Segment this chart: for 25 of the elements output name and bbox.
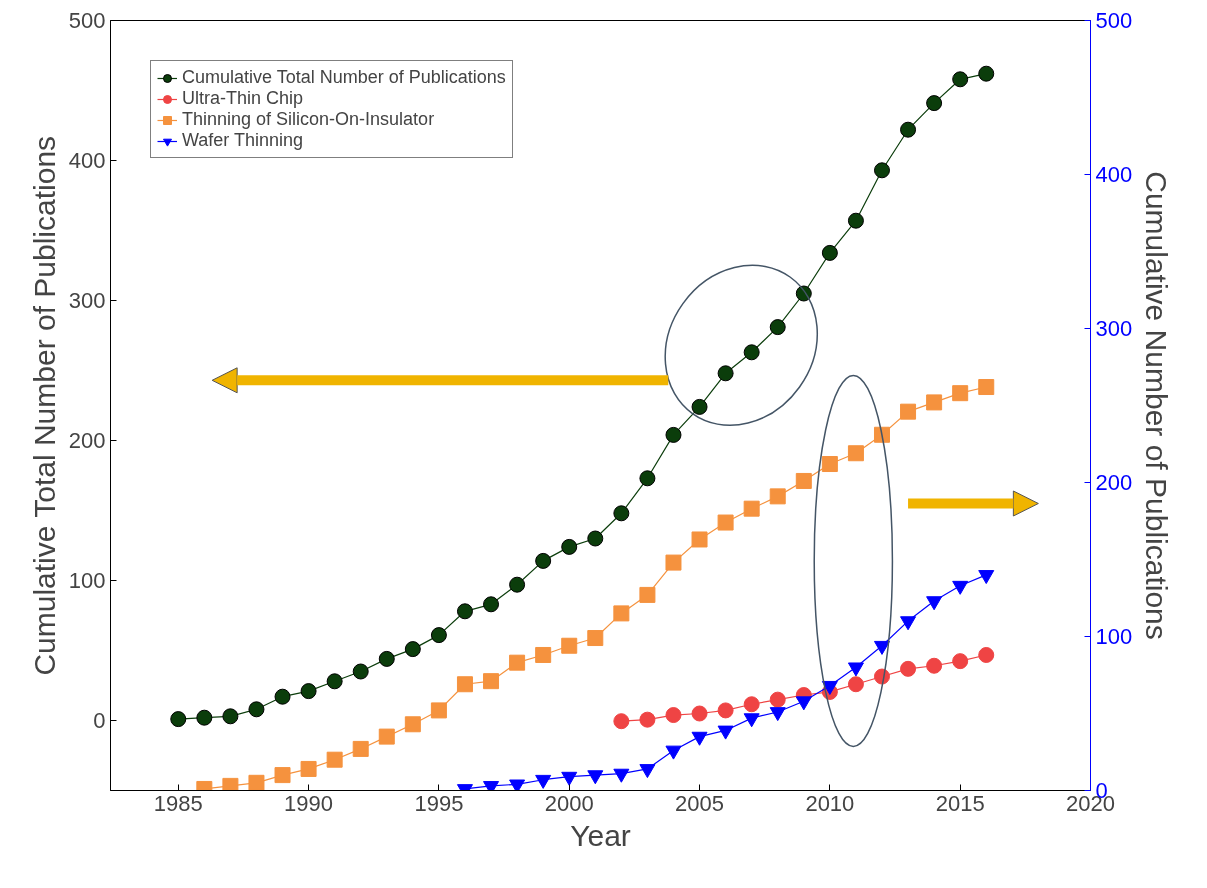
y-tick-label: 100 (68, 568, 106, 593)
legend-label: Ultra-Thin Chip (182, 88, 304, 109)
x-tick-label: 1990 (284, 790, 334, 816)
x-tick-label: 2015 (935, 790, 985, 816)
y-tick-label: 200 (68, 428, 106, 453)
x-tick-label: 2000 (544, 790, 594, 816)
y2-axis-title: Cumulative Number of Publications (1140, 171, 1174, 640)
x-tick-label: 2010 (805, 790, 855, 816)
y2-tick-label: 400 (1095, 162, 1133, 187)
y-tick-label: 300 (68, 288, 106, 313)
y2-tick-label: 500 (1095, 8, 1133, 33)
y2-tick-label: 200 (1095, 470, 1133, 495)
y-tick-label: 400 (68, 148, 106, 173)
x-tick-label: 2005 (675, 790, 725, 816)
legend-label: Cumulative Total Number of Publications (182, 67, 506, 88)
x-tick-label: 1985 (153, 790, 203, 816)
y2-tick-label: 300 (1095, 316, 1133, 341)
x-tick-label: 1995 (414, 790, 464, 816)
y-axis-title: Cumulative Total Number of Publications (27, 135, 61, 676)
y-tick-label: 500 (68, 8, 106, 33)
legend-label: Thinning of Silicon-On-Insulator (182, 109, 435, 130)
y2-tick-label: 100 (1095, 624, 1133, 649)
legend-label: Wafer Thinning (182, 130, 304, 151)
x-axis-title: Year (570, 818, 631, 852)
y-tick-label: 0 (93, 708, 106, 733)
